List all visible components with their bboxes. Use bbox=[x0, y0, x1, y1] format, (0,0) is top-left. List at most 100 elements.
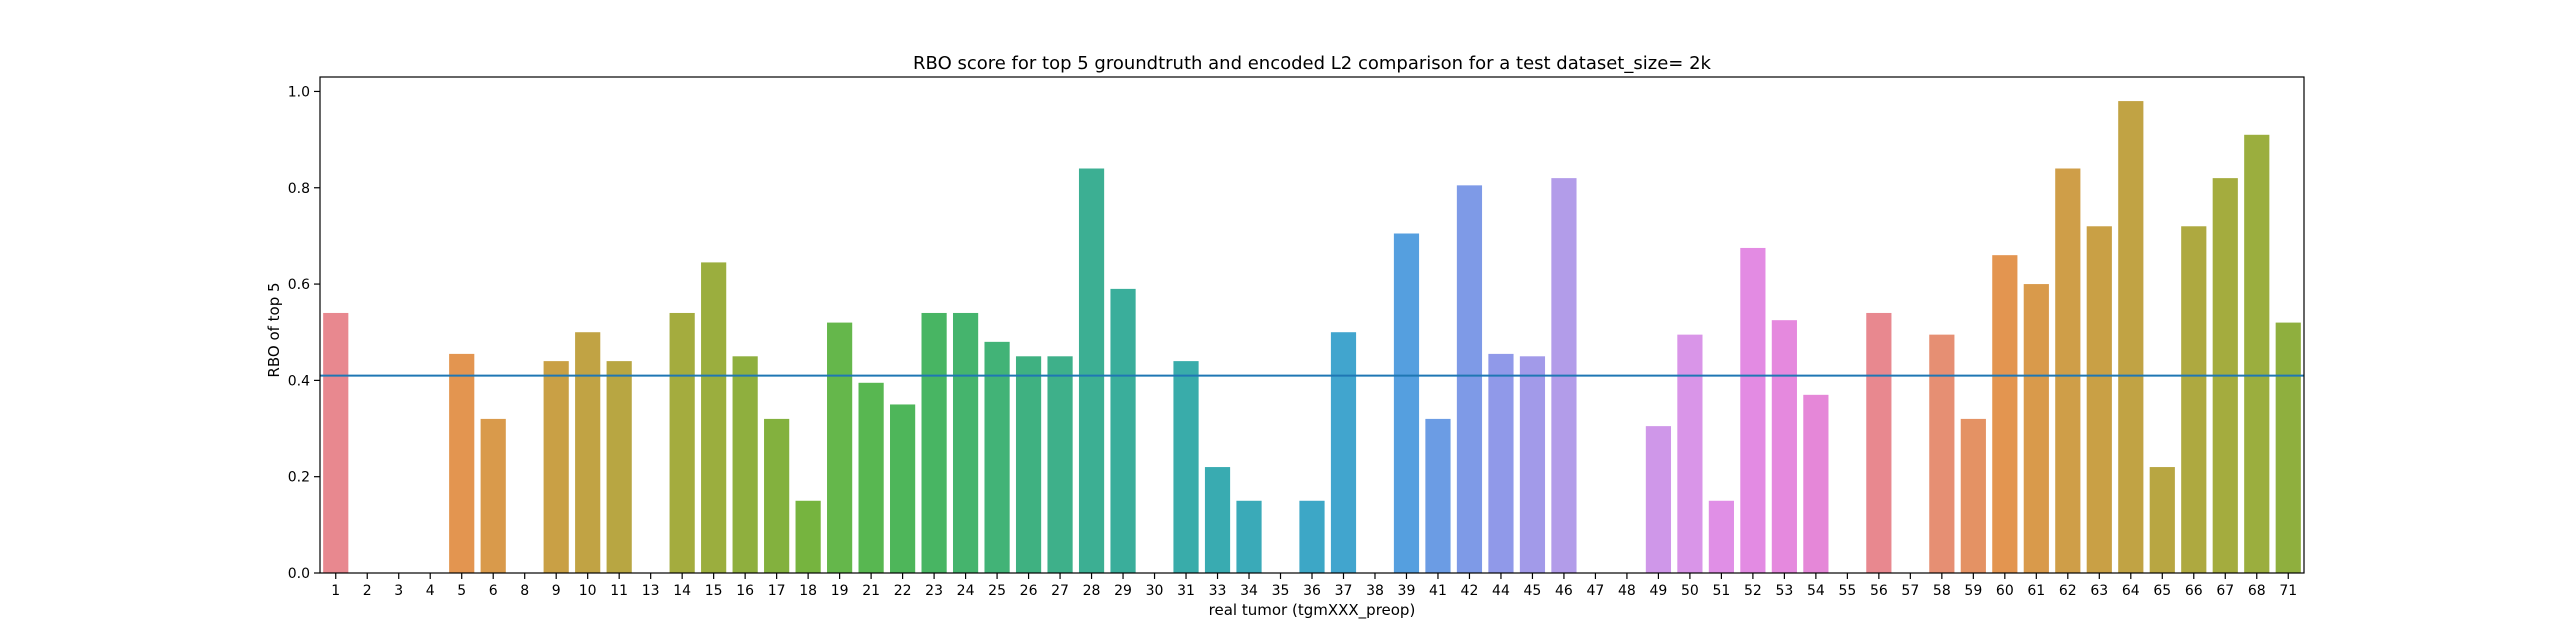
bar-18 bbox=[795, 500, 821, 573]
x-tick-label-24: 24 bbox=[957, 583, 975, 599]
bar-34 bbox=[1236, 500, 1262, 573]
x-tick-label-42: 42 bbox=[1461, 583, 1479, 599]
bar-65 bbox=[2149, 467, 2175, 573]
x-tick-label-57: 57 bbox=[1901, 583, 1919, 599]
bar-45 bbox=[1519, 356, 1546, 573]
x-tick-label-64: 64 bbox=[2122, 583, 2140, 599]
bar-53 bbox=[1771, 320, 1797, 573]
x-tick-label-23: 23 bbox=[925, 583, 943, 599]
bar-61 bbox=[2023, 284, 2049, 573]
y-tick-label-0.8: 0.8 bbox=[288, 181, 310, 197]
bar-29 bbox=[1110, 288, 1136, 573]
x-tick-label-38: 38 bbox=[1366, 583, 1384, 599]
x-tick-label-44: 44 bbox=[1492, 583, 1510, 599]
bar-56 bbox=[1866, 312, 1892, 573]
x-tick-label-53: 53 bbox=[1775, 583, 1793, 599]
bar-27 bbox=[1047, 356, 1073, 573]
y-tick-label-0.4: 0.4 bbox=[288, 373, 310, 389]
x-tick-label-14: 14 bbox=[673, 583, 691, 599]
x-tick-label-67: 67 bbox=[2216, 583, 2234, 599]
x-tick-label-4: 4 bbox=[426, 583, 435, 599]
bar-26 bbox=[1015, 356, 1042, 573]
x-tick-label-8: 8 bbox=[520, 583, 529, 599]
bar-36 bbox=[1299, 500, 1325, 573]
bar-50 bbox=[1677, 334, 1703, 573]
x-tick-label-19: 19 bbox=[831, 583, 849, 599]
y-tick-label-0.6: 0.6 bbox=[288, 277, 310, 293]
x-tick-label-39: 39 bbox=[1398, 583, 1416, 599]
x-tick-label-22: 22 bbox=[894, 583, 912, 599]
x-tick-label-26: 26 bbox=[1020, 583, 1038, 599]
x-tick-label-34: 34 bbox=[1240, 583, 1258, 599]
bar-24 bbox=[952, 312, 979, 573]
x-tick-label-60: 60 bbox=[1996, 583, 2014, 599]
x-tick-label-35: 35 bbox=[1272, 583, 1290, 599]
bar-33 bbox=[1204, 467, 1231, 573]
x-tick-label-56: 56 bbox=[1870, 583, 1888, 599]
x-tick-label-33: 33 bbox=[1209, 583, 1227, 599]
x-tick-label-5: 5 bbox=[457, 583, 466, 599]
x-tick-label-37: 37 bbox=[1335, 583, 1353, 599]
bar-60 bbox=[1992, 255, 2018, 574]
bar-6 bbox=[480, 418, 506, 573]
x-tick-label-66: 66 bbox=[2185, 583, 2203, 599]
bar-62 bbox=[2055, 168, 2081, 573]
x-tick-label-63: 63 bbox=[2090, 583, 2108, 599]
x-tick-label-11: 11 bbox=[610, 583, 628, 599]
x-tick-label-45: 45 bbox=[1524, 583, 1542, 599]
bar-68 bbox=[2244, 134, 2270, 574]
x-tick-label-71: 71 bbox=[2279, 583, 2297, 599]
bar-1 bbox=[323, 312, 349, 573]
x-tick-label-46: 46 bbox=[1555, 583, 1573, 599]
bar-31 bbox=[1173, 361, 1199, 573]
x-tick-label-47: 47 bbox=[1587, 583, 1605, 599]
bar-23 bbox=[921, 312, 947, 573]
bar-41 bbox=[1425, 418, 1451, 573]
plot-area: 0.00.20.40.60.81.01 2 3 4 5 6 8 9 10 11 13 14 15 16 17… bbox=[288, 76, 2305, 599]
x-tick-label-62: 62 bbox=[2059, 583, 2077, 599]
bar-21 bbox=[858, 382, 884, 573]
x-tick-label-50: 50 bbox=[1681, 583, 1699, 599]
bar-14 bbox=[669, 312, 695, 573]
x-tick-label-49: 49 bbox=[1649, 583, 1667, 599]
bar-17 bbox=[764, 418, 790, 573]
bar-11 bbox=[606, 361, 632, 573]
x-tick-label-41: 41 bbox=[1429, 583, 1447, 599]
x-tick-label-10: 10 bbox=[579, 583, 597, 599]
bar-28 bbox=[1078, 168, 1105, 573]
x-tick-label-65: 65 bbox=[2153, 583, 2171, 599]
bar-63 bbox=[2086, 226, 2112, 573]
x-tick-label-15: 15 bbox=[705, 583, 723, 599]
bar-52 bbox=[1740, 247, 1766, 573]
bar-66 bbox=[2181, 226, 2207, 573]
bar-59 bbox=[1960, 418, 1986, 573]
x-tick-label-59: 59 bbox=[1964, 583, 1982, 599]
bar-49 bbox=[1645, 426, 1672, 573]
bar-42 bbox=[1456, 185, 1483, 573]
x-tick-label-3: 3 bbox=[394, 583, 403, 599]
bar-39 bbox=[1393, 233, 1420, 573]
x-tick-label-30: 30 bbox=[1146, 583, 1164, 599]
x-tick-label-31: 31 bbox=[1177, 583, 1195, 599]
x-tick-label-28: 28 bbox=[1083, 583, 1101, 599]
y-tick-label-1.0: 1.0 bbox=[288, 84, 310, 100]
x-tick-label-51: 51 bbox=[1712, 583, 1730, 599]
x-tick-label-21: 21 bbox=[862, 583, 880, 599]
bar-51 bbox=[1708, 500, 1734, 573]
x-tick-label-52: 52 bbox=[1744, 583, 1762, 599]
bar-16 bbox=[732, 356, 758, 573]
x-axis-label: real tumor (tgmXXX_preop) bbox=[1209, 601, 1416, 620]
x-tick-label-61: 61 bbox=[2027, 583, 2045, 599]
x-tick-label-2: 2 bbox=[363, 583, 372, 599]
bar-9 bbox=[543, 361, 569, 573]
chart-title: RBO score for top 5 groundtruth and enco… bbox=[913, 53, 1711, 74]
x-tick-label-54: 54 bbox=[1807, 583, 1825, 599]
y-tick-label-0.2: 0.2 bbox=[288, 470, 310, 486]
x-tick-label-58: 58 bbox=[1933, 583, 1951, 599]
bar-10 bbox=[575, 332, 601, 573]
x-tick-label-13: 13 bbox=[642, 583, 660, 599]
x-tick-label-9: 9 bbox=[552, 583, 561, 599]
x-tick-label-1: 1 bbox=[331, 583, 340, 599]
bar-22 bbox=[890, 404, 916, 573]
